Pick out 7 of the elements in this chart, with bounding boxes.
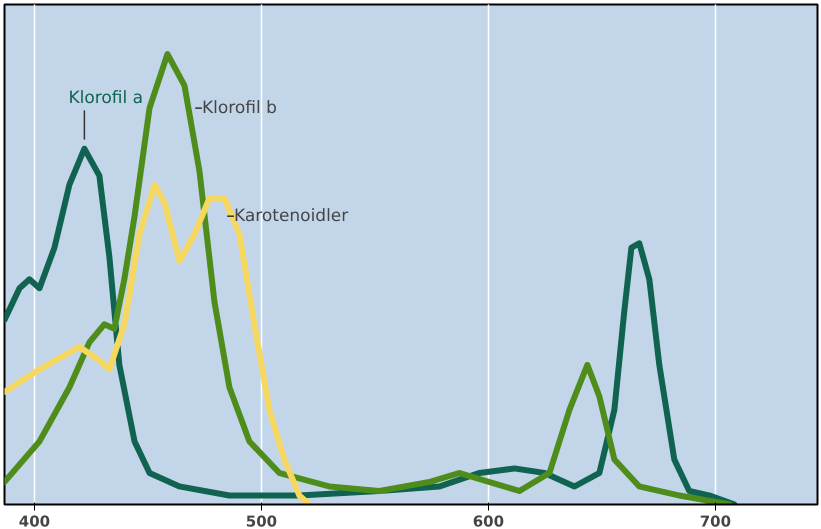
- x-tick-label: 600: [472, 512, 504, 529]
- text: Klorofil a: [68, 88, 144, 108]
- x-tick-label: 700: [700, 512, 732, 529]
- x-tick-label: 400: [18, 512, 50, 529]
- x-tick-label: 500: [246, 512, 278, 529]
- series-label: Klorofil b: [202, 98, 277, 118]
- series-label: Karotenoidler: [234, 206, 348, 226]
